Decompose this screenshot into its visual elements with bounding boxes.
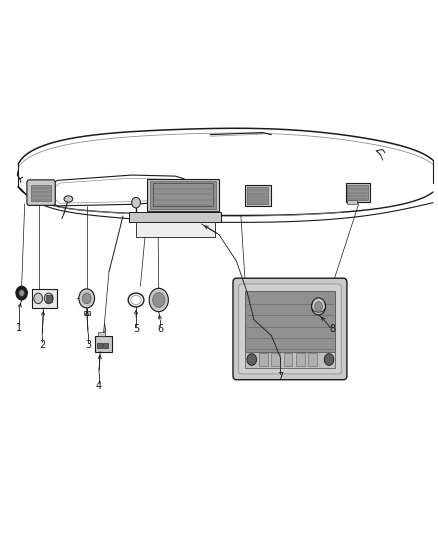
Circle shape xyxy=(132,197,141,208)
Text: 7: 7 xyxy=(277,372,283,382)
FancyBboxPatch shape xyxy=(239,284,341,374)
Circle shape xyxy=(152,293,165,308)
Circle shape xyxy=(34,293,42,304)
Bar xyxy=(46,295,52,302)
Bar xyxy=(346,182,370,201)
Bar xyxy=(32,289,57,308)
Circle shape xyxy=(19,290,24,296)
Bar xyxy=(284,353,292,366)
Text: 1: 1 xyxy=(16,322,22,333)
Circle shape xyxy=(149,288,168,312)
Text: 6: 6 xyxy=(157,324,163,334)
Circle shape xyxy=(311,298,325,315)
Circle shape xyxy=(324,354,334,366)
Circle shape xyxy=(247,354,257,366)
Circle shape xyxy=(16,286,27,300)
Bar xyxy=(31,184,51,200)
Bar xyxy=(97,343,102,348)
Bar xyxy=(245,185,271,206)
FancyBboxPatch shape xyxy=(27,180,55,205)
Text: 4: 4 xyxy=(96,381,102,391)
Bar xyxy=(245,352,335,368)
Text: 2: 2 xyxy=(39,340,45,350)
Text: 5: 5 xyxy=(133,324,139,334)
Bar xyxy=(245,292,335,352)
Bar xyxy=(347,200,357,204)
Ellipse shape xyxy=(64,196,73,202)
Text: 8: 8 xyxy=(329,324,336,334)
Text: 3: 3 xyxy=(85,340,91,350)
Circle shape xyxy=(79,289,95,308)
Bar xyxy=(259,353,268,366)
Bar xyxy=(95,336,112,352)
Bar xyxy=(136,222,215,237)
Bar xyxy=(308,353,317,366)
Bar xyxy=(347,185,368,200)
Circle shape xyxy=(314,302,322,311)
Bar xyxy=(147,211,219,215)
Bar xyxy=(296,353,304,366)
Bar xyxy=(147,179,219,211)
Bar xyxy=(130,212,221,222)
Bar xyxy=(103,343,108,348)
Bar xyxy=(27,187,48,204)
FancyBboxPatch shape xyxy=(233,278,347,379)
Bar xyxy=(98,333,105,336)
Bar xyxy=(150,181,216,208)
Bar xyxy=(29,189,46,201)
Circle shape xyxy=(44,293,53,304)
Bar xyxy=(152,183,213,206)
Bar xyxy=(272,353,280,366)
Circle shape xyxy=(82,293,91,304)
Bar xyxy=(84,311,90,316)
Bar xyxy=(247,187,268,204)
